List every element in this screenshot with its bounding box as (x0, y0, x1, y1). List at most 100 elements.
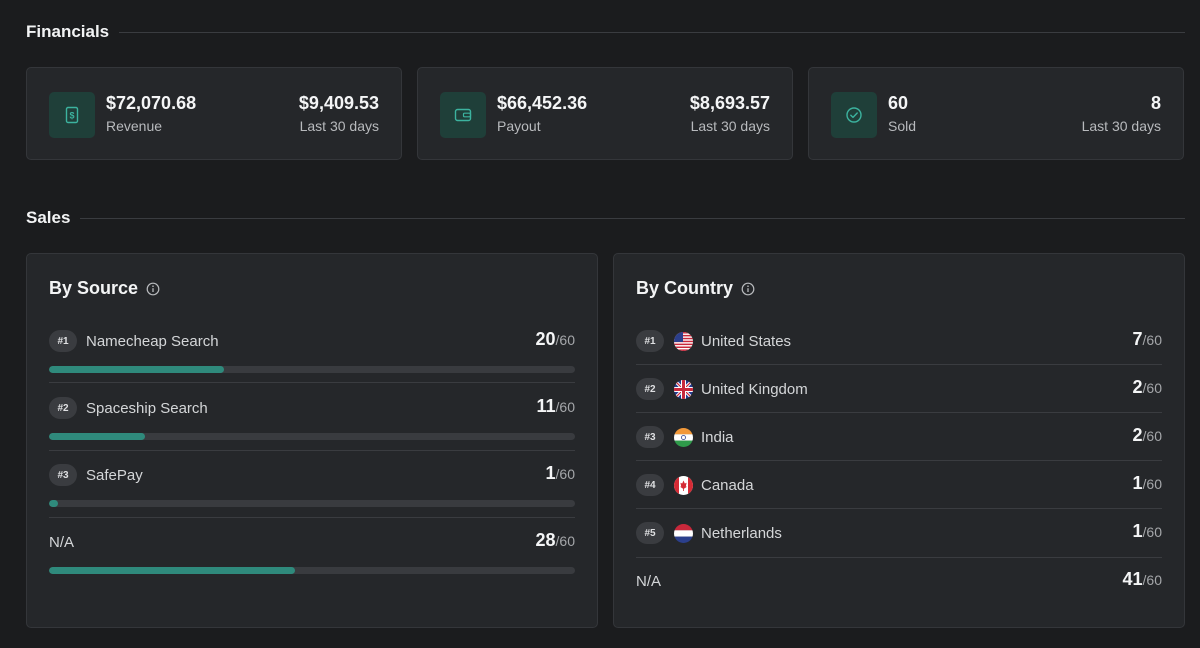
row-divider (49, 382, 575, 383)
source-label: N/A (49, 533, 75, 551)
payout-label: Payout (497, 118, 541, 134)
by-country-title: By Country (636, 278, 734, 298)
row-divider (636, 508, 1162, 509)
row-divider (636, 412, 1162, 413)
info-icon[interactable] (741, 282, 755, 296)
sales-title: Sales (26, 208, 71, 227)
row-divider (636, 364, 1162, 365)
dollar-receipt-icon: $ (49, 92, 95, 138)
source-total: /60 (555, 533, 575, 549)
progress-fill (49, 433, 146, 440)
section-divider (80, 217, 1185, 219)
financials-header: Financials (26, 22, 1185, 42)
country-label: Canada (701, 476, 754, 494)
country-row: #3 India 2 /60 (636, 425, 1162, 473)
revenue-label: Revenue (106, 118, 163, 134)
payout-30d-value: $8,693.57 (689, 93, 770, 113)
by-source-panel: By Source #1 Namecheap Search 20 /60 #2 … (26, 253, 598, 628)
source-count: 28 (535, 530, 556, 550)
revenue-total: $72,070.68 (106, 93, 197, 113)
source-count: 1 (545, 463, 556, 483)
rank-badge: #1 (636, 330, 664, 352)
country-count: 1 (1132, 521, 1143, 541)
us-flag-icon (674, 331, 693, 351)
by-country-panel: By Country #1 (613, 253, 1185, 628)
country-total: /60 (1142, 476, 1162, 492)
uk-flag-icon (674, 379, 693, 399)
check-circle-icon (831, 92, 877, 138)
country-label: United Kingdom (701, 380, 808, 398)
row-divider (49, 517, 575, 518)
progress-fill (49, 567, 295, 574)
canada-flag-icon (674, 475, 693, 495)
progress-track (49, 500, 575, 507)
section-divider (119, 31, 1185, 33)
revenue-30d-value: $9,409.53 (298, 93, 379, 113)
source-label: Spaceship Search (86, 399, 208, 417)
country-row: N/A 41 /60 (636, 569, 1162, 617)
payout-30d-label: Last 30 days (690, 118, 770, 134)
country-total: /60 (1142, 380, 1162, 396)
source-row: #2 Spaceship Search 11 /60 (49, 396, 575, 446)
country-total: /60 (1142, 428, 1162, 444)
netherlands-flag-icon (674, 523, 693, 543)
row-divider (636, 460, 1162, 461)
wallet-icon (440, 92, 486, 138)
financials-title: Financials (26, 22, 110, 41)
source-row: #1 Namecheap Search 20 /60 (49, 329, 575, 379)
country-count: 1 (1132, 473, 1143, 493)
revenue-card: $ $72,070.68 Revenue $9,409.53 Last 30 d… (26, 67, 402, 160)
india-flag-icon (674, 427, 693, 447)
country-count: 2 (1132, 377, 1143, 397)
sold-label: Sold (888, 118, 917, 134)
by-source-title: By Source (49, 278, 139, 298)
country-total: /60 (1142, 572, 1162, 588)
progress-track (49, 567, 575, 574)
country-label: N/A (636, 572, 662, 590)
rank-badge: #4 (636, 474, 664, 496)
country-row: #2 United Kingdom 2 /60 (636, 377, 1162, 425)
payout-card: $66,452.36 Payout $8,693.57 Last 30 days (417, 67, 793, 160)
country-label: Netherlands (701, 524, 782, 542)
country-count: 41 (1122, 569, 1143, 589)
progress-fill (49, 500, 58, 507)
rank-badge: #2 (636, 378, 664, 400)
source-count: 11 (536, 396, 556, 416)
country-count: 2 (1132, 425, 1143, 445)
country-row: #4 Canada 1 /60 (636, 473, 1162, 521)
rank-badge: #3 (49, 464, 77, 486)
sold-30d-value: 8 (1150, 93, 1161, 113)
country-total: /60 (1142, 332, 1162, 348)
sold-card: 60 Sold 8 Last 30 days (808, 67, 1184, 160)
progress-track (49, 366, 575, 373)
rank-badge: #5 (636, 522, 664, 544)
revenue-30d-label: Last 30 days (299, 118, 379, 134)
source-count: 20 (535, 329, 556, 349)
source-total: /60 (555, 466, 575, 482)
source-row: #3 SafePay 1 /60 (49, 463, 575, 513)
row-divider (636, 557, 1162, 558)
sold-total: 60 (888, 93, 909, 113)
info-icon[interactable] (146, 282, 160, 296)
progress-track (49, 433, 575, 440)
country-row: #5 Netherlands 1 /60 (636, 521, 1162, 569)
row-divider (49, 450, 575, 451)
country-total: /60 (1142, 524, 1162, 540)
rank-badge: #3 (636, 426, 664, 448)
source-label: Namecheap Search (86, 332, 219, 350)
source-label: SafePay (86, 466, 143, 484)
sales-header: Sales (26, 208, 1185, 228)
progress-fill (49, 366, 225, 373)
svg-text:$: $ (69, 111, 74, 121)
country-label: India (701, 428, 734, 446)
rank-badge: #2 (49, 397, 77, 419)
country-row: #1 United States 7 /60 (636, 329, 1162, 377)
source-total: /60 (555, 399, 575, 415)
sold-30d-label: Last 30 days (1081, 118, 1161, 134)
source-total: /60 (555, 332, 575, 348)
country-label: United States (701, 332, 792, 350)
payout-total: $66,452.36 (497, 93, 588, 113)
country-count: 7 (1132, 329, 1143, 349)
rank-badge: #1 (49, 330, 77, 352)
source-row: N/A 28 /60 (49, 530, 575, 580)
